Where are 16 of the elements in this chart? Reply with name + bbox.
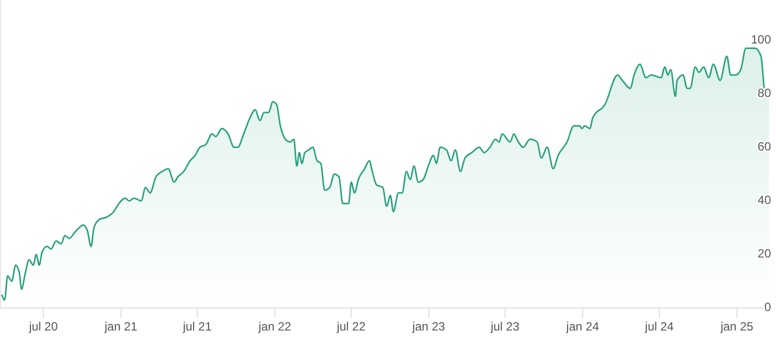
x-tick-label: jan 21 (104, 320, 138, 334)
y-tick-label: 0 (764, 300, 772, 314)
y-tick-label: 40 (758, 193, 772, 208)
x-tick-label: jul 24 (644, 320, 674, 334)
y-tick-label: 60 (758, 139, 772, 154)
x-tick-label: jul 20 (28, 320, 58, 334)
x-tick-label: jan 22 (258, 320, 292, 334)
x-tick-label: jul 22 (336, 320, 366, 334)
x-tick-label: jul 23 (490, 320, 520, 334)
x-tick-label: jul 21 (182, 320, 212, 334)
x-tick-label: jan 25 (720, 320, 754, 334)
y-tick-label: 20 (758, 246, 772, 261)
y-tick-label: 100 (750, 32, 772, 46)
x-tick-label: jan 23 (411, 320, 446, 334)
x-tick-label: jan 24 (565, 320, 600, 334)
y-tick-label: 80 (758, 86, 772, 100)
